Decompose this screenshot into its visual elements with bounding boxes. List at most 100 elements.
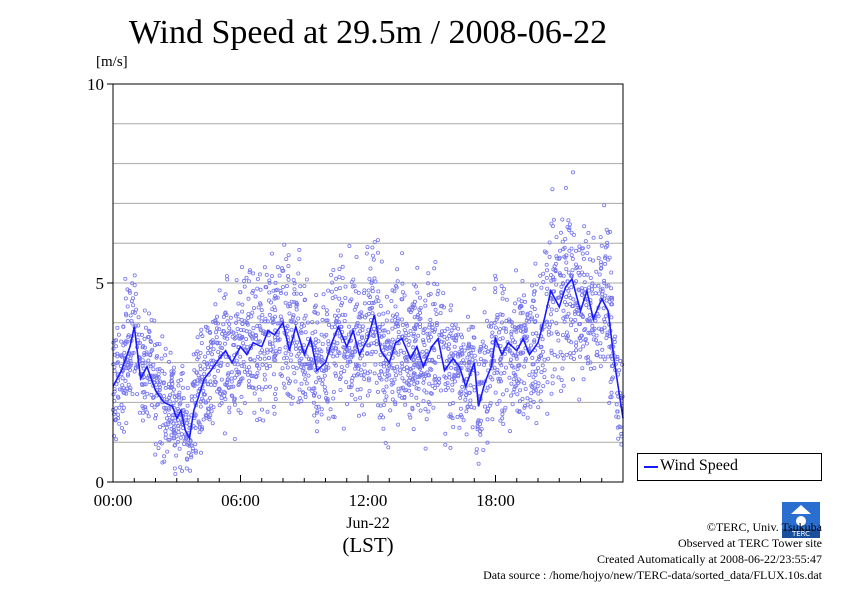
scatter-point [517, 409, 522, 414]
scatter-point [269, 274, 274, 279]
scatter-point [236, 301, 241, 306]
scatter-point [368, 306, 373, 311]
scatter-point [290, 315, 295, 320]
scatter-point [435, 282, 440, 287]
scatter-point [230, 334, 235, 339]
scatter-point [222, 295, 227, 300]
scatter-point [312, 413, 317, 418]
scatter-point [600, 347, 605, 352]
scatter-point [485, 409, 490, 414]
scatter-point [235, 362, 240, 367]
scatter-point [548, 322, 553, 327]
scatter-point [560, 333, 565, 338]
scatter-point [359, 310, 364, 315]
scatter-point [332, 324, 337, 329]
scatter-point [529, 317, 534, 322]
scatter-point [115, 325, 120, 330]
scatter-point [170, 413, 175, 418]
scatter-point [492, 320, 497, 325]
scatter-point [574, 279, 579, 284]
scatter-point [203, 413, 208, 418]
scatter-point [451, 375, 456, 380]
scatter-point [286, 381, 291, 386]
scatter-point [264, 285, 269, 290]
scatter-point [539, 370, 544, 375]
scatter-point [532, 338, 537, 343]
scatter-point [542, 375, 547, 380]
scatter-point [544, 262, 549, 267]
scatter-point [366, 378, 371, 383]
scatter-point [273, 308, 278, 313]
scatter-point [214, 326, 219, 331]
scatter-point [354, 254, 359, 259]
scatter-point [496, 330, 501, 335]
scatter-point [132, 273, 137, 278]
scatter-point [135, 392, 140, 397]
scatter-point [514, 354, 519, 359]
scatter-point [181, 396, 186, 401]
scatter-point [352, 307, 357, 312]
scatter-point [365, 393, 370, 398]
scatter-point [446, 346, 451, 351]
scatter-point [362, 377, 367, 382]
scatter-point [389, 382, 394, 387]
scatter-point [258, 350, 263, 355]
scatter-point [381, 364, 386, 369]
scatter-point [429, 391, 434, 396]
scatter-point [209, 409, 214, 414]
scatter-point [194, 370, 199, 375]
scatter-point [549, 348, 554, 353]
scatter-point [467, 359, 472, 364]
scatter-point [416, 402, 421, 407]
scatter-point [153, 413, 158, 418]
scatter-point [130, 281, 135, 286]
scatter-point [313, 329, 318, 334]
scatter-point [432, 301, 437, 306]
scatter-point [564, 352, 569, 357]
scatter-point [603, 314, 608, 319]
scatter-point [385, 368, 390, 373]
scatter-point [324, 391, 329, 396]
scatter-point [413, 362, 418, 367]
scatter-point [369, 300, 374, 305]
scatter-point [285, 365, 290, 370]
scatter-point [360, 353, 365, 358]
scatter-point [125, 318, 130, 323]
scatter-point [510, 338, 515, 343]
scatter-point [115, 351, 120, 356]
scatter-point [577, 397, 582, 402]
scatter-point [148, 352, 153, 357]
scatter-point [210, 338, 215, 343]
scatter-point [140, 410, 145, 415]
scatter-point [431, 346, 436, 351]
scatter-point [119, 339, 124, 344]
scatter-point [197, 430, 202, 435]
scatter-point [251, 271, 256, 276]
scatter-point [575, 265, 580, 270]
scatter-point [583, 337, 588, 342]
scatter-point [520, 396, 525, 401]
scatter-point [508, 357, 513, 362]
scatter-point [347, 243, 352, 248]
scatter-point [221, 322, 226, 327]
scatter-point [382, 342, 387, 347]
scatter-point [365, 245, 370, 250]
scatter-point [258, 356, 263, 361]
scatter-point [260, 387, 265, 392]
scatter-point [341, 426, 346, 431]
scatter-point [331, 343, 336, 348]
scatter-point [457, 391, 462, 396]
scatter-point [362, 369, 367, 374]
scatter-point [493, 273, 498, 278]
scatter-point [586, 244, 591, 249]
scatter-point [420, 349, 425, 354]
scatter-point [613, 334, 618, 339]
scatter-point [265, 350, 270, 355]
scatter-point [330, 296, 335, 301]
scatter-point [185, 442, 190, 447]
scatter-point [522, 405, 527, 410]
scatter-point [568, 295, 573, 300]
scatter-point [554, 330, 559, 335]
scatter-point [315, 320, 320, 325]
